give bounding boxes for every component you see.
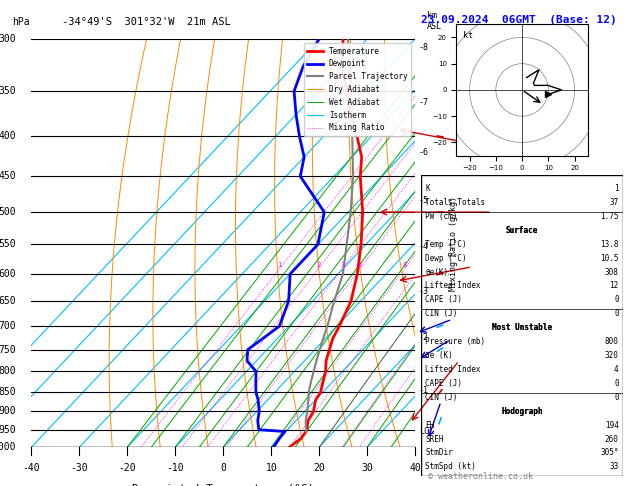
Text: Hodograph: Hodograph: [501, 407, 543, 416]
Text: 950: 950: [0, 425, 16, 435]
Text: 1: 1: [278, 262, 282, 268]
Text: θe (K): θe (K): [425, 351, 454, 360]
Text: 194: 194: [605, 420, 619, 430]
Text: CAPE (J): CAPE (J): [425, 295, 462, 304]
Text: 0: 0: [614, 309, 619, 318]
Text: Dewpoint / Temperature (°C): Dewpoint / Temperature (°C): [132, 484, 314, 486]
Text: 700: 700: [0, 321, 16, 331]
Text: CAPE (J): CAPE (J): [425, 379, 462, 388]
Text: 450: 450: [0, 172, 16, 181]
Text: -20: -20: [118, 464, 136, 473]
Text: 750: 750: [0, 345, 16, 355]
Text: Hodograph: Hodograph: [501, 407, 543, 416]
Text: 30: 30: [361, 464, 373, 473]
Text: 900: 900: [0, 406, 16, 417]
Text: θe(K): θe(K): [425, 267, 448, 277]
Text: kt: kt: [463, 31, 473, 40]
Text: -34°49'S  301°32'W  21m ASL: -34°49'S 301°32'W 21m ASL: [62, 17, 231, 27]
Text: 800: 800: [0, 366, 16, 377]
Text: 8: 8: [403, 262, 408, 268]
Text: CIN (J): CIN (J): [425, 309, 458, 318]
Text: 23.09.2024  06GMT  (Base: 12): 23.09.2024 06GMT (Base: 12): [421, 15, 617, 25]
Text: 300: 300: [0, 34, 16, 44]
Text: StmDir: StmDir: [425, 449, 454, 457]
Text: Totals Totals: Totals Totals: [425, 198, 486, 207]
Text: 2: 2: [316, 262, 321, 268]
Text: -2: -2: [419, 333, 429, 342]
Text: 800: 800: [605, 337, 619, 346]
Text: Lifted Index: Lifted Index: [425, 281, 481, 291]
Text: 0: 0: [614, 379, 619, 388]
Text: 4: 4: [358, 262, 362, 268]
Text: 1.75: 1.75: [600, 212, 619, 221]
Text: LCL: LCL: [419, 427, 434, 436]
Text: Most Unstable: Most Unstable: [492, 323, 552, 332]
Text: 10: 10: [265, 464, 277, 473]
Text: -5: -5: [419, 196, 429, 205]
Text: 3: 3: [340, 262, 345, 268]
Text: 0: 0: [220, 464, 226, 473]
Text: 850: 850: [0, 387, 16, 397]
Text: -8: -8: [419, 43, 429, 52]
Text: -6: -6: [419, 148, 429, 157]
Text: 600: 600: [0, 269, 16, 279]
Text: EH: EH: [425, 420, 435, 430]
Text: 260: 260: [605, 434, 619, 444]
Text: SREH: SREH: [425, 434, 444, 444]
Text: PW (cm): PW (cm): [425, 212, 458, 221]
Text: hPa: hPa: [13, 17, 30, 27]
Text: -3: -3: [419, 287, 429, 296]
Text: K: K: [425, 184, 430, 193]
Text: 40: 40: [409, 464, 421, 473]
Text: 13.8: 13.8: [600, 240, 619, 249]
Text: 350: 350: [0, 86, 16, 96]
Text: StmSpd (kt): StmSpd (kt): [425, 462, 476, 471]
Text: 10.5: 10.5: [600, 254, 619, 262]
Text: Surface: Surface: [506, 226, 538, 235]
Text: -7: -7: [419, 98, 429, 107]
Text: Surface: Surface: [506, 226, 538, 235]
Text: Mixing Ratio (g/kg): Mixing Ratio (g/kg): [449, 195, 458, 291]
Text: 0: 0: [614, 295, 619, 304]
Text: 650: 650: [0, 296, 16, 306]
Text: 1000: 1000: [0, 442, 16, 452]
Text: Dewp (°C): Dewp (°C): [425, 254, 467, 262]
Text: 1: 1: [614, 184, 619, 193]
Text: km
ASL: km ASL: [426, 11, 442, 31]
Text: 550: 550: [0, 240, 16, 249]
Text: CIN (J): CIN (J): [425, 393, 458, 402]
Text: Lifted Index: Lifted Index: [425, 365, 481, 374]
Text: -1: -1: [419, 385, 429, 395]
Text: -40: -40: [23, 464, 40, 473]
Text: 305°: 305°: [600, 449, 619, 457]
Text: 400: 400: [0, 131, 16, 141]
Text: 0: 0: [614, 393, 619, 402]
Text: Most Unstable: Most Unstable: [492, 323, 552, 332]
Text: -10: -10: [167, 464, 184, 473]
Text: © weatheronline.co.uk: © weatheronline.co.uk: [428, 472, 533, 481]
Text: Pressure (mb): Pressure (mb): [425, 337, 486, 346]
Text: -4: -4: [419, 242, 429, 251]
Text: 320: 320: [605, 351, 619, 360]
Text: -30: -30: [70, 464, 88, 473]
Text: 33: 33: [610, 462, 619, 471]
Text: 20: 20: [313, 464, 325, 473]
Text: 308: 308: [605, 267, 619, 277]
Text: Temp (°C): Temp (°C): [425, 240, 467, 249]
Text: 500: 500: [0, 207, 16, 217]
Text: 12: 12: [610, 281, 619, 291]
Text: 4: 4: [614, 365, 619, 374]
Text: 37: 37: [610, 198, 619, 207]
Legend: Temperature, Dewpoint, Parcel Trajectory, Dry Adiabat, Wet Adiabat, Isotherm, Mi: Temperature, Dewpoint, Parcel Trajectory…: [304, 43, 411, 136]
